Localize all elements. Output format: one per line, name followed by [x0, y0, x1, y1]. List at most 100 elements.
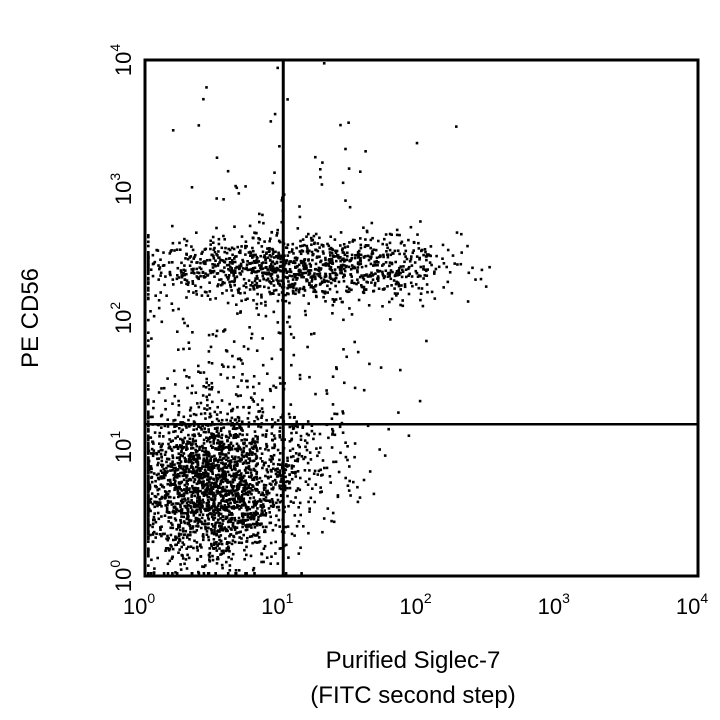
- data-point: [293, 459, 297, 462]
- data-point: [288, 274, 291, 278]
- data-point: [269, 120, 273, 123]
- data-point: [225, 500, 229, 503]
- data-point: [369, 257, 373, 260]
- data-point: [270, 470, 273, 473]
- data-point: [147, 400, 150, 404]
- data-point: [254, 253, 257, 257]
- data-point: [177, 551, 180, 554]
- data-point: [197, 276, 200, 280]
- data-point: [434, 267, 438, 271]
- data-point: [167, 442, 170, 446]
- data-point: [382, 276, 386, 280]
- data-point: [181, 500, 185, 504]
- data-point: [277, 239, 281, 243]
- data-point: [199, 543, 202, 546]
- data-point: [265, 492, 268, 496]
- data-point: [304, 271, 307, 275]
- data-point: [274, 250, 277, 254]
- data-point: [362, 291, 366, 295]
- data-point: [246, 493, 250, 497]
- data-point: [292, 252, 295, 255]
- data-point: [295, 287, 298, 290]
- data-point: [379, 254, 382, 257]
- data-point: [147, 366, 150, 369]
- data-point: [332, 300, 336, 303]
- data-point: [251, 281, 254, 284]
- data-point: [327, 244, 331, 248]
- data-point: [221, 477, 225, 480]
- x-tick-label: 100: [123, 590, 155, 619]
- data-point: [269, 272, 273, 276]
- data-point: [206, 499, 210, 502]
- data-point: [177, 307, 180, 311]
- data-point: [324, 256, 327, 260]
- data-point: [230, 557, 233, 561]
- data-point: [350, 253, 354, 257]
- data-point: [169, 483, 172, 487]
- data-point: [172, 369, 176, 373]
- data-point: [270, 230, 274, 234]
- data-point: [252, 523, 255, 526]
- data-point: [156, 249, 160, 252]
- data-point: [192, 511, 195, 514]
- data-point: [227, 493, 230, 496]
- data-point: [208, 463, 211, 466]
- data-point: [149, 497, 153, 501]
- data-point: [375, 256, 379, 260]
- data-point: [199, 371, 202, 374]
- data-point: [268, 280, 271, 283]
- data-point: [315, 295, 318, 299]
- data-point: [204, 430, 207, 434]
- data-point: [240, 493, 244, 497]
- data-point: [329, 254, 332, 257]
- x-tick-label: 102: [399, 590, 431, 619]
- data-point: [313, 432, 316, 436]
- data-point: [195, 519, 199, 522]
- data-point: [195, 529, 199, 532]
- data-point: [233, 279, 236, 282]
- data-point: [437, 265, 441, 269]
- data-point: [242, 497, 246, 500]
- data-point: [275, 481, 278, 484]
- data-point: [299, 274, 303, 277]
- data-point: [330, 281, 333, 285]
- data-point: [184, 257, 187, 260]
- data-point: [179, 437, 182, 441]
- data-point: [192, 424, 196, 427]
- data-point: [148, 487, 152, 491]
- data-point: [279, 257, 282, 261]
- data-point: [173, 394, 177, 398]
- data-point: [222, 234, 225, 238]
- data-point: [178, 509, 181, 513]
- data-point: [277, 508, 281, 512]
- data-point: [290, 437, 294, 441]
- data-point: [232, 365, 236, 369]
- data-point: [168, 446, 172, 449]
- data-point: [310, 285, 313, 288]
- data-point: [186, 479, 189, 482]
- data-point: [241, 515, 245, 519]
- data-point: [179, 505, 182, 509]
- data-point: [233, 518, 236, 522]
- data-point: [160, 471, 164, 474]
- data-point: [219, 482, 223, 485]
- data-point: [345, 264, 348, 268]
- data-point: [272, 462, 275, 466]
- data-point: [339, 244, 342, 247]
- data-point: [455, 231, 459, 234]
- data-point: [214, 474, 218, 477]
- data-point: [149, 310, 152, 313]
- data-point: [211, 525, 215, 528]
- data-point: [248, 483, 252, 486]
- data-point: [268, 387, 272, 391]
- data-point: [187, 460, 191, 464]
- data-point: [181, 438, 184, 442]
- data-point: [396, 292, 399, 295]
- data-point: [298, 501, 302, 505]
- data-point: [252, 375, 256, 378]
- data-point: [287, 280, 290, 283]
- data-point: [338, 425, 342, 429]
- data-point: [216, 254, 219, 257]
- data-point: [278, 452, 282, 455]
- data-point: [211, 546, 215, 550]
